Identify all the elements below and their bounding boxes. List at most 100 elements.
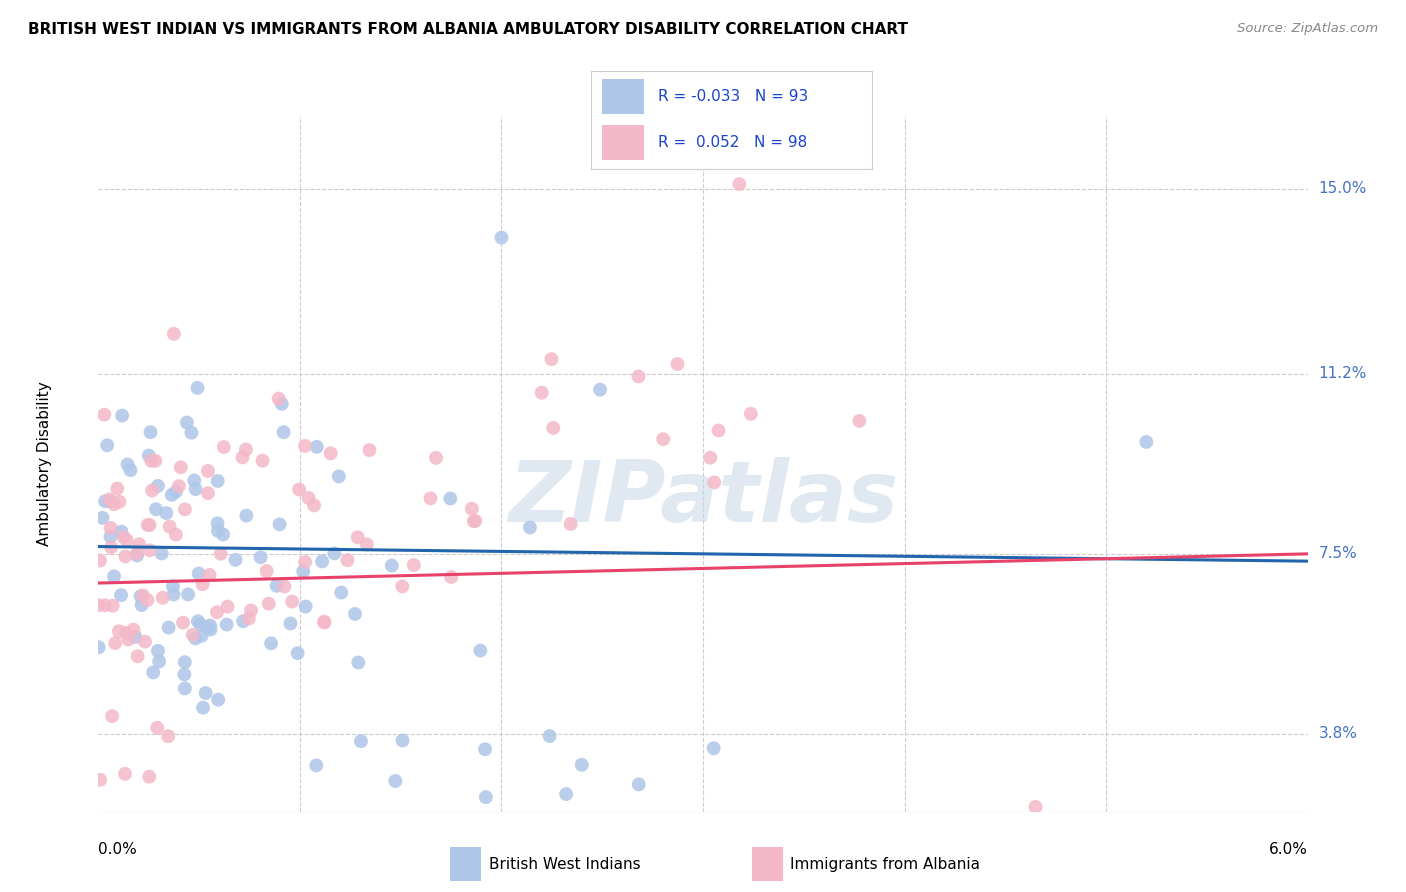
Point: [402, 558, 425, 572]
Point: [180, 425, 202, 440]
Point: [464, 514, 486, 528]
Point: [273, 579, 295, 593]
Point: [224, 553, 246, 567]
Point: [183, 474, 205, 488]
Point: [165, 484, 187, 499]
Point: [540, 352, 562, 367]
Point: [96, 438, 118, 452]
Point: [543, 421, 565, 435]
Point: [191, 577, 214, 591]
Point: [98, 494, 121, 508]
Point: [184, 632, 207, 646]
Text: British West Indians: British West Indians: [489, 857, 641, 871]
Point: [463, 514, 485, 528]
Point: [252, 454, 274, 468]
Point: [288, 483, 311, 497]
Point: [470, 643, 492, 657]
Point: [319, 446, 342, 460]
Point: [347, 656, 370, 670]
Point: [235, 442, 257, 457]
Point: [305, 440, 328, 454]
Point: [1135, 434, 1157, 449]
Point: [359, 443, 381, 458]
Point: [155, 506, 177, 520]
Point: [740, 407, 762, 421]
Point: [128, 537, 150, 551]
Point: [328, 469, 350, 483]
Point: [475, 790, 498, 805]
Point: [136, 593, 159, 607]
Point: [103, 497, 125, 511]
Point: [212, 440, 235, 454]
Point: [538, 729, 561, 743]
Point: [461, 501, 484, 516]
Text: 11.2%: 11.2%: [1319, 367, 1367, 381]
Point: [571, 757, 593, 772]
Point: [281, 594, 304, 608]
Point: [139, 543, 162, 558]
Point: [323, 546, 346, 560]
Point: [207, 474, 229, 488]
Point: [266, 579, 288, 593]
Point: [127, 549, 149, 563]
Point: [257, 597, 280, 611]
Point: [530, 385, 553, 400]
Point: [131, 598, 153, 612]
Point: [294, 439, 316, 453]
Point: [138, 770, 160, 784]
Point: [314, 615, 336, 629]
Point: [280, 616, 302, 631]
Point: [190, 629, 212, 643]
Point: [132, 589, 155, 603]
Point: [1024, 800, 1046, 814]
Point: [115, 533, 138, 548]
Point: [343, 607, 366, 621]
Point: [305, 758, 328, 772]
Point: [157, 729, 180, 743]
Point: [292, 564, 315, 578]
Point: [117, 458, 139, 472]
Point: [294, 555, 316, 569]
Text: 15.0%: 15.0%: [1319, 181, 1367, 196]
FancyBboxPatch shape: [602, 125, 644, 160]
Text: ZIPatlas: ZIPatlas: [508, 457, 898, 541]
Point: [197, 486, 219, 500]
Point: [194, 686, 217, 700]
Point: [212, 527, 235, 541]
Point: [152, 591, 174, 605]
Point: [652, 432, 675, 446]
Point: [148, 654, 170, 668]
Point: [269, 517, 291, 532]
Point: [142, 665, 165, 680]
Point: [87, 598, 110, 612]
Point: [294, 599, 316, 614]
Point: [122, 623, 145, 637]
Text: Source: ZipAtlas.com: Source: ZipAtlas.com: [1237, 22, 1378, 36]
Point: [108, 624, 131, 639]
Point: [101, 709, 124, 723]
Point: [391, 733, 413, 747]
Point: [141, 454, 163, 468]
Point: [145, 502, 167, 516]
Point: [419, 491, 441, 506]
Point: [302, 499, 325, 513]
Point: [356, 537, 378, 551]
Point: [555, 787, 578, 801]
Point: [114, 549, 136, 564]
Point: [170, 460, 193, 475]
Point: [186, 381, 208, 395]
Point: [205, 605, 228, 619]
Point: [215, 617, 238, 632]
Point: [94, 494, 117, 508]
Point: [105, 482, 128, 496]
Point: [235, 508, 257, 523]
Point: [207, 516, 229, 531]
Point: [232, 614, 254, 628]
Point: [143, 454, 166, 468]
Point: [195, 620, 218, 634]
Text: 6.0%: 6.0%: [1268, 842, 1308, 857]
Point: [440, 570, 463, 584]
Text: R = -0.033   N = 93: R = -0.033 N = 93: [658, 89, 808, 103]
Text: Ambulatory Disability: Ambulatory Disability: [37, 382, 52, 546]
Point: [249, 550, 271, 565]
